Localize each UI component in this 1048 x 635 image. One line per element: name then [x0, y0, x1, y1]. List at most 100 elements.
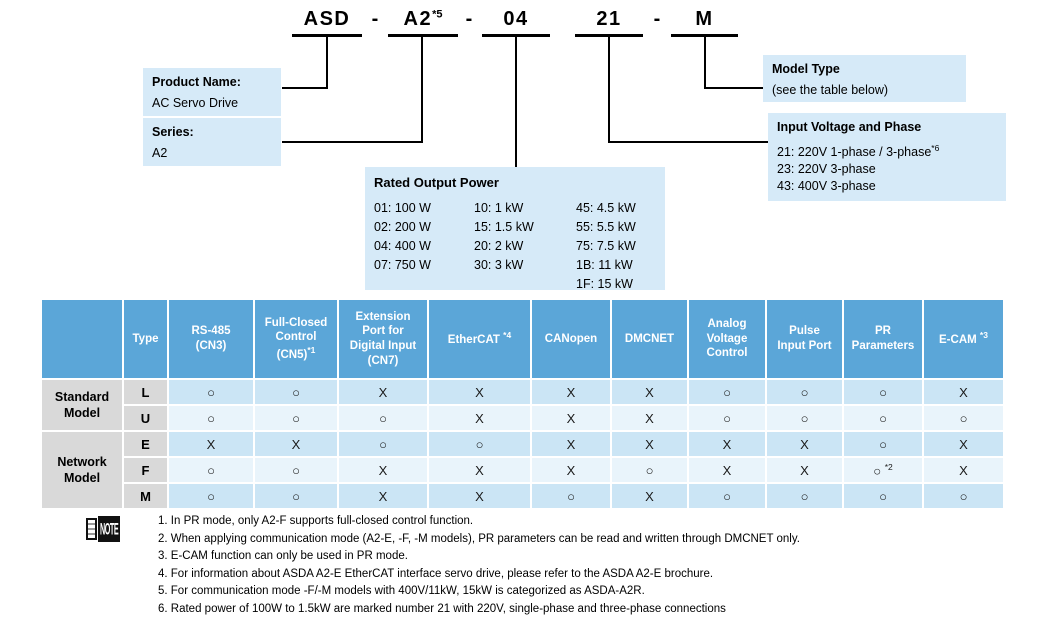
matrix-cell: ○ [253, 378, 339, 406]
header-text: Type [132, 332, 159, 345]
header-text: CANopen [544, 332, 598, 345]
connector-lines [282, 37, 768, 167]
callout-title: Rated Output Power [374, 175, 499, 190]
footnote-marker: *3 [979, 330, 988, 341]
col-header-full-closed: Full-Closed Control (CN5)*1 [253, 298, 339, 380]
segment-text: A2 [403, 8, 433, 30]
callout-value: AC Servo Drive [152, 96, 239, 110]
header-text: EtherCAT [447, 334, 500, 347]
matrix-cell: ○ [842, 482, 924, 510]
callout-value: A2 [152, 146, 168, 160]
matrix-cell: X [530, 456, 612, 484]
footnote-marker: *1 [307, 344, 316, 355]
matrix-cell: ○ [427, 430, 532, 458]
matrix-cell: X [922, 430, 1005, 458]
model-code-segment-04: 04 [482, 8, 550, 37]
model-code-dash: - [653, 8, 661, 30]
matrix-cell: X [610, 430, 689, 458]
matrix-cell: X [687, 430, 767, 458]
connector-21 [608, 37, 768, 143]
matrix-cell: ○ [167, 404, 255, 432]
col-header-extension-port: Extension Port for Digital Input (CN7) [337, 298, 429, 380]
table-row-M: M ○ ○ X X ○ X ○ ○ ○ ○ [41, 482, 1005, 510]
table-row-L: Standard Model L ○ ○ X X X X ○ ○ ○ X [40, 378, 1005, 432]
callout-title: Input Voltage and Phase [777, 120, 922, 134]
note-line: 6. Rated power of 100W to 1.5kW are mark… [158, 602, 726, 615]
matrix-cell: X [765, 456, 844, 484]
footnote-marker: *5 [432, 8, 443, 21]
rated-power-column: 10: 1 kW 15: 1.5 kW 20: 2 kW 30: 3 kW [474, 201, 534, 272]
matrix-cell: X [765, 430, 844, 458]
header-row: Type RS-485 (CN3) Full-Closed Control (C… [40, 298, 1005, 380]
col-header-ecam: E-CAM *3 [922, 298, 1005, 380]
callout-title: Product Name: [152, 75, 241, 89]
table-row-F: F ○ ○ X X X ○ X X ○ *2 X [41, 456, 1005, 484]
col-header-rs485: RS-485 (CN3) [167, 298, 255, 380]
matrix-cell: ○ [922, 404, 1005, 432]
callout-value: 23: 220V 3-phase [777, 162, 876, 177]
callout-series: Series: A2 [143, 118, 281, 166]
segment-text: ASD [303, 8, 351, 30]
matrix-cell: X [922, 378, 1005, 406]
rated-power-column: 01: 100 W 02: 200 W 04: 400 W 07: 750 W [374, 201, 431, 272]
matrix-cell: X [427, 456, 532, 484]
row-group-network-model: Network Model [40, 430, 124, 510]
matrix-cell: ○ [337, 430, 429, 458]
callout-rated-output-power: Rated Output Power 01: 100 W 02: 200 W 0… [365, 167, 665, 291]
matrix-cell: ○ [167, 378, 255, 406]
matrix-cell: ○ [842, 404, 924, 432]
callout-title: Model Type [772, 62, 840, 76]
model-code-segment-a2: A2*5 [388, 8, 458, 37]
matrix-cell: ○ [167, 456, 255, 484]
matrix-cell: ○ [687, 378, 767, 406]
model-code-segment-21: 21 [575, 8, 643, 37]
matrix-cell: ○ [687, 482, 767, 510]
matrix-cell: ○ [922, 482, 1005, 510]
note-line: 1. In PR mode, only A2-F supports full-c… [158, 515, 474, 527]
matrix-cell: X [687, 456, 767, 484]
matrix-cell: X [427, 378, 532, 406]
footnote-marker: *4 [503, 330, 512, 341]
rated-power-columns: 01: 100 W 02: 200 W 04: 400 W 07: 750 W … [374, 199, 656, 294]
matrix-cell: X [337, 378, 429, 406]
model-code-segment-asd: ASD [292, 8, 362, 37]
matrix-cell: X [922, 456, 1005, 484]
note-line: 3. E-CAM function can only be used in PR… [158, 550, 408, 563]
col-header-type: Type [122, 298, 169, 380]
connector-asd [282, 37, 328, 89]
type-cell: U [122, 404, 169, 432]
header-text: Analog Voltage Control [706, 317, 748, 360]
footnote-marker: *2 [884, 461, 893, 472]
matrix-cell: ○ [253, 404, 339, 432]
callout-input-voltage: Input Voltage and Phase 21: 220V 1-phase… [768, 113, 1006, 201]
rated-power-column: 45: 4.5 kW 55: 5.5 kW 75: 7.5 kW 1B: 11 … [576, 201, 636, 291]
matrix-cell: ○ [530, 482, 612, 510]
callout-value: 43: 400V 3-phase [777, 179, 876, 194]
footnotes: 1. In PR mode, only A2-F supports full-c… [158, 513, 1038, 619]
header-text: Full-Closed Control (CN5) [264, 316, 328, 361]
matrix-cell: ○ [253, 456, 339, 484]
col-header-pulse-input: Pulse Input Port [765, 298, 844, 380]
note-label: NOTE [99, 519, 119, 539]
matrix-cell: ○ [687, 404, 767, 432]
segment-text: 04 [503, 8, 529, 30]
type-cell: M [122, 482, 169, 510]
note-page-glyph [86, 518, 97, 540]
matrix-cell: X [167, 430, 255, 458]
callout-value: 21: 220V 1-phase / 3-phase*6 [777, 140, 997, 161]
type-cell: F [122, 456, 169, 484]
note-tag: NOTE [98, 516, 120, 542]
table-row-U: U ○ ○ ○ X X X ○ ○ ○ ○ [41, 404, 1005, 432]
corner-cell [40, 298, 124, 380]
row-group-standard-model: Standard Model [40, 378, 124, 432]
header-text: DMCNET [624, 332, 675, 345]
callout-value: (see the table below) [772, 83, 889, 97]
matrix-cell: X [610, 482, 689, 510]
header-text: PR Parameters [851, 325, 915, 352]
callout-product-name: Product Name: AC Servo Drive [143, 68, 281, 116]
matrix-cell: ○ [253, 482, 339, 510]
matrix-cell: ○ [842, 378, 924, 406]
col-header-dmcnet: DMCNET [610, 298, 689, 380]
note-icon: NOTE [86, 516, 120, 542]
